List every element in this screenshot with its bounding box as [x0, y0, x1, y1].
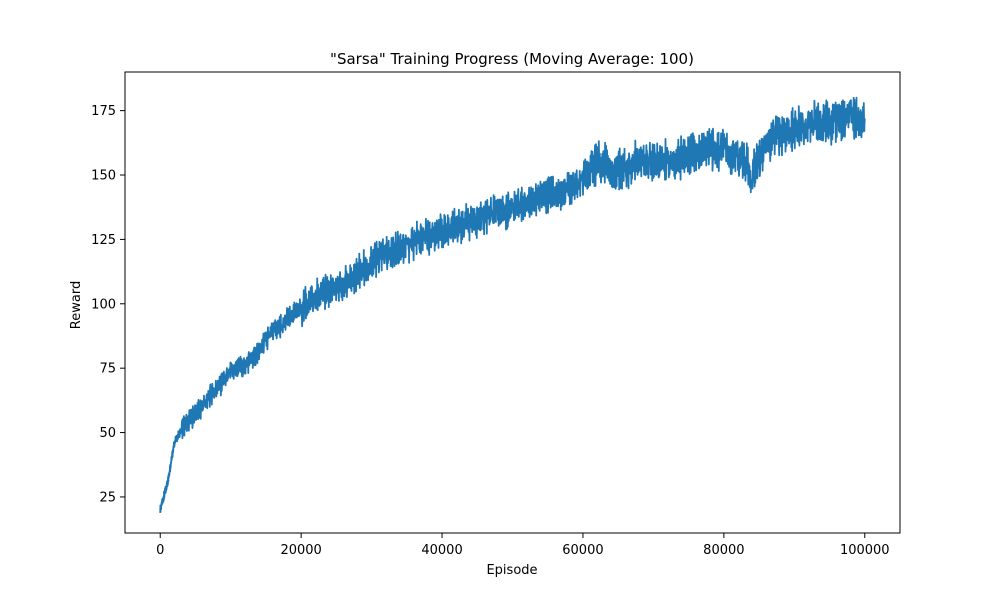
x-tick-label: 60000 [562, 543, 603, 558]
y-tick-label: 150 [91, 169, 116, 184]
x-axis-label: Episode [486, 563, 537, 578]
y-tick-label: 175 [91, 104, 116, 119]
y-tick-label: 125 [91, 233, 116, 248]
x-tick-label: 0 [156, 543, 164, 558]
series-layer [159, 96, 866, 513]
y-tick-label: 25 [99, 490, 116, 505]
x-tick-label: 40000 [421, 543, 462, 558]
y-axis-label: Reward [69, 281, 84, 329]
y-tick-label: 100 [91, 297, 116, 312]
y-tick-label: 75 [99, 362, 116, 377]
y-tick-label: 50 [99, 426, 116, 441]
plot-frame [124, 71, 901, 534]
y-axis: 25 50 75 100 125 150 175 [91, 104, 125, 505]
x-tick-label: 100000 [840, 543, 890, 558]
x-tick-label: 80000 [703, 543, 744, 558]
x-tick-label: 20000 [280, 543, 321, 558]
chart-title: "Sarsa" Training Progress (Moving Averag… [330, 50, 694, 68]
x-axis: 0 20000 40000 60000 80000 100000 [156, 533, 890, 558]
series-line [159, 96, 866, 513]
